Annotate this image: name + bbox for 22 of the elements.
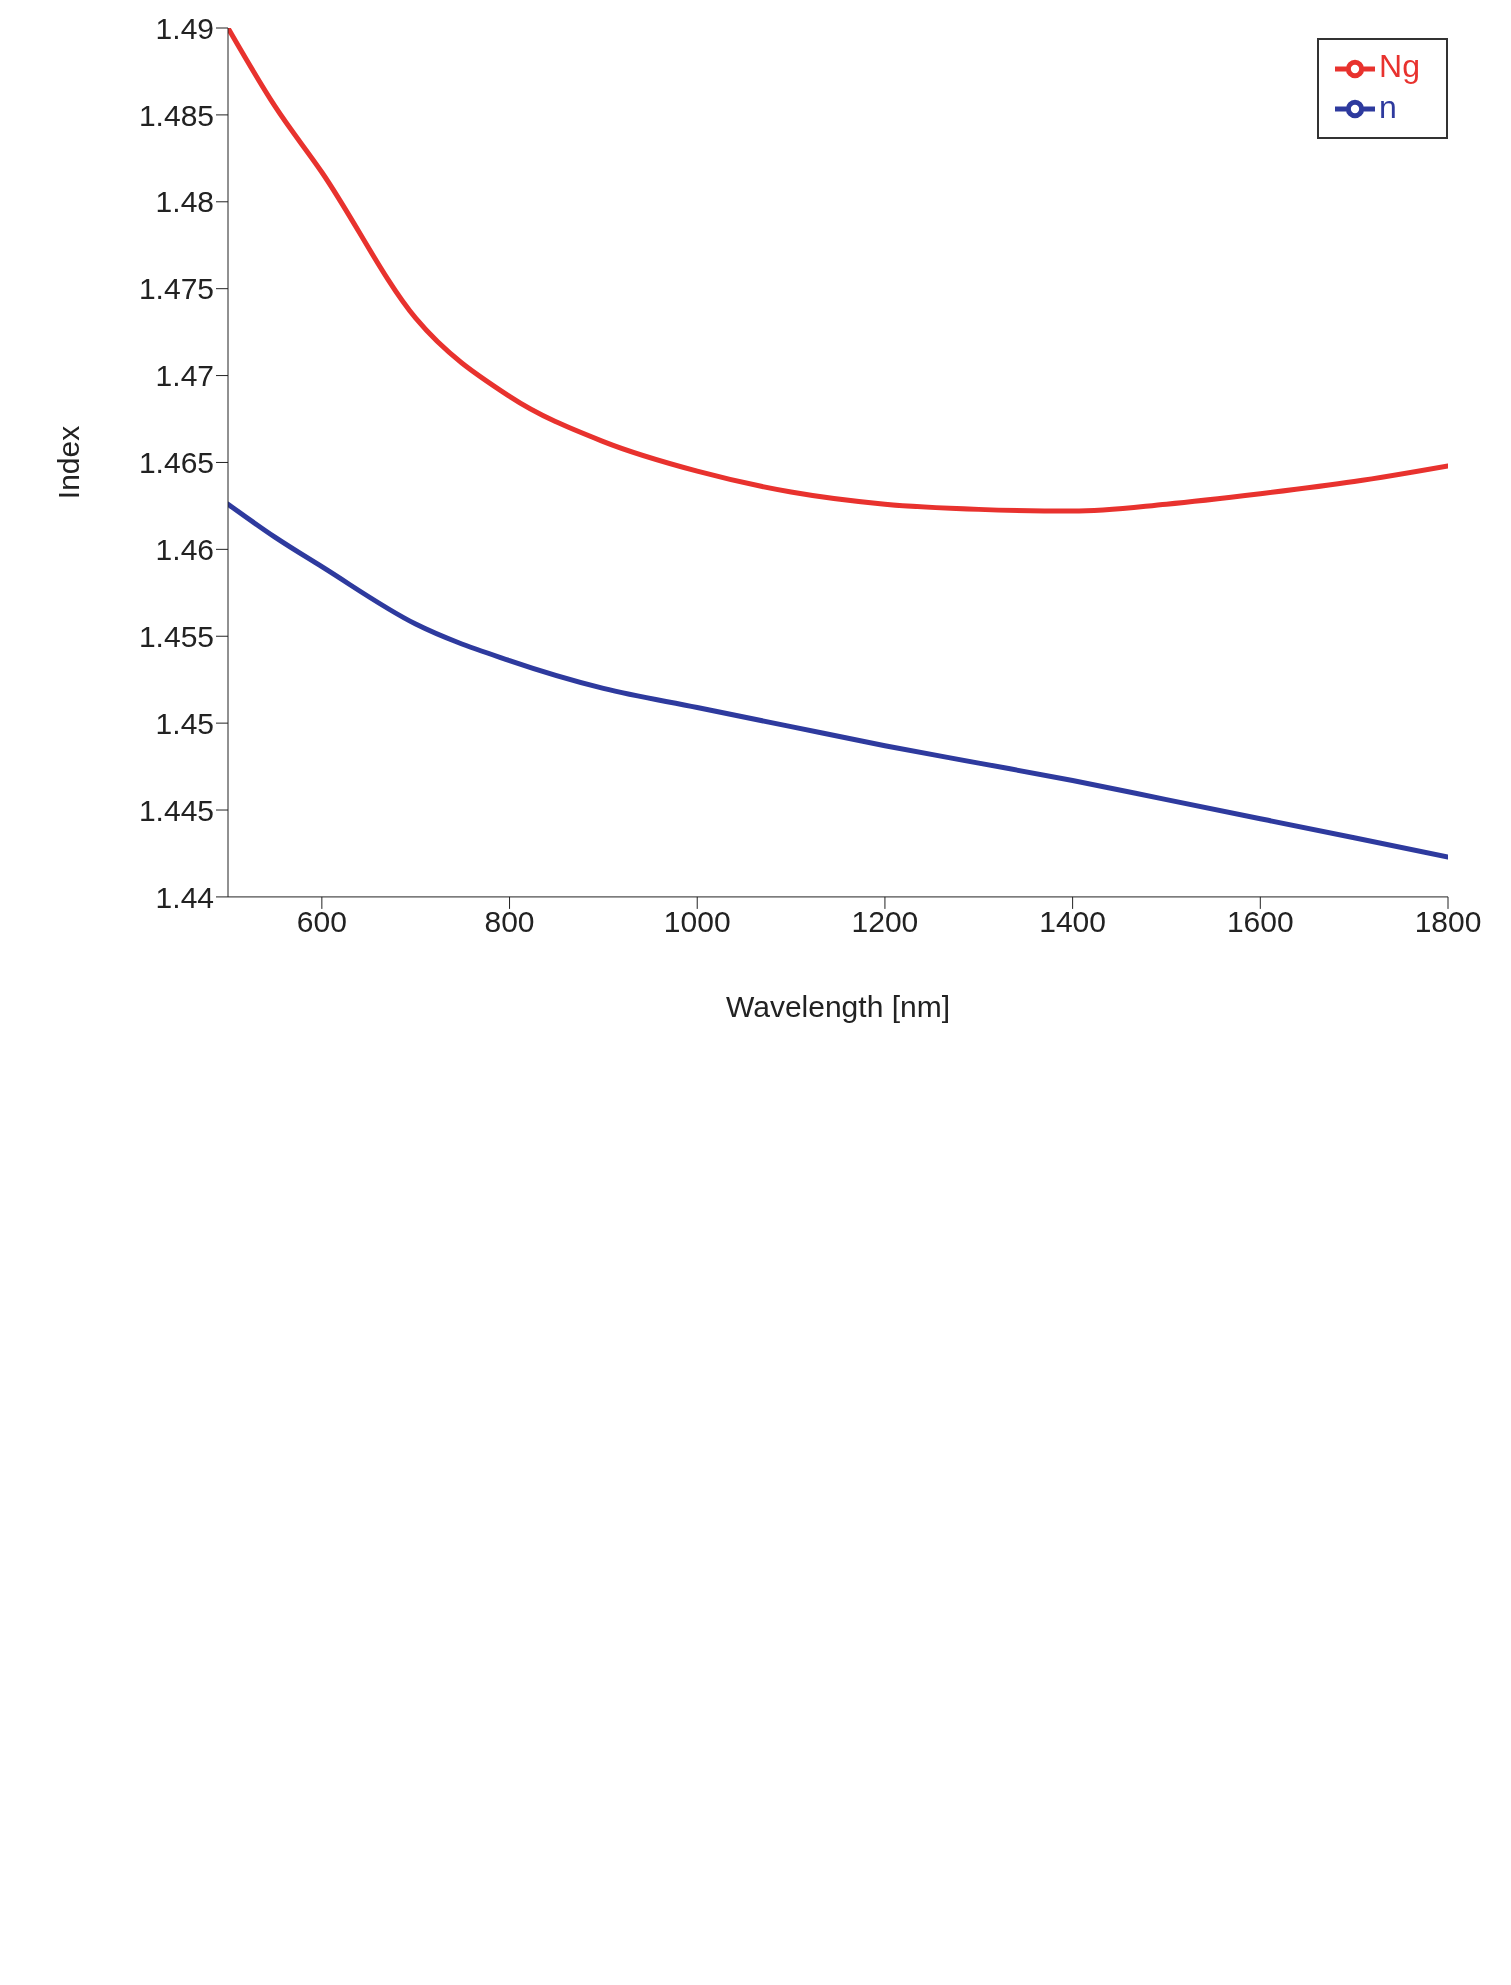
x-tick-label: 1600: [1226, 905, 1294, 939]
y-tick-label: 1.455: [138, 619, 214, 653]
x-tick-label: 800: [484, 905, 535, 939]
y-tick-label: 1.47: [155, 359, 214, 393]
y-tick-label: 1.475: [138, 272, 214, 306]
y-axis-title: Index: [51, 425, 85, 500]
y-tick-label: 1.485: [138, 98, 214, 132]
y-tick-label: 1.45: [155, 706, 214, 740]
y-tick-label: 1.46: [155, 532, 214, 566]
legend-label: Ng: [1379, 48, 1420, 84]
x-tick-label: 1000: [663, 905, 731, 939]
legend-label: n: [1379, 88, 1397, 125]
y-tick-label: 1.44: [155, 880, 214, 914]
x-tick-label: 600: [296, 905, 347, 939]
x-axis-title: Wavelength [nm]: [726, 989, 950, 1023]
x-tick-label: 1200: [851, 905, 919, 939]
x-tick-label: 1800: [1414, 905, 1482, 939]
y-tick-label: 1.48: [155, 185, 214, 219]
y-tick-label: 1.49: [155, 11, 214, 45]
y-tick-label: 1.445: [138, 793, 214, 827]
x-tick-label: 1400: [1039, 905, 1106, 939]
y-tick-label: 1.465: [138, 446, 214, 480]
